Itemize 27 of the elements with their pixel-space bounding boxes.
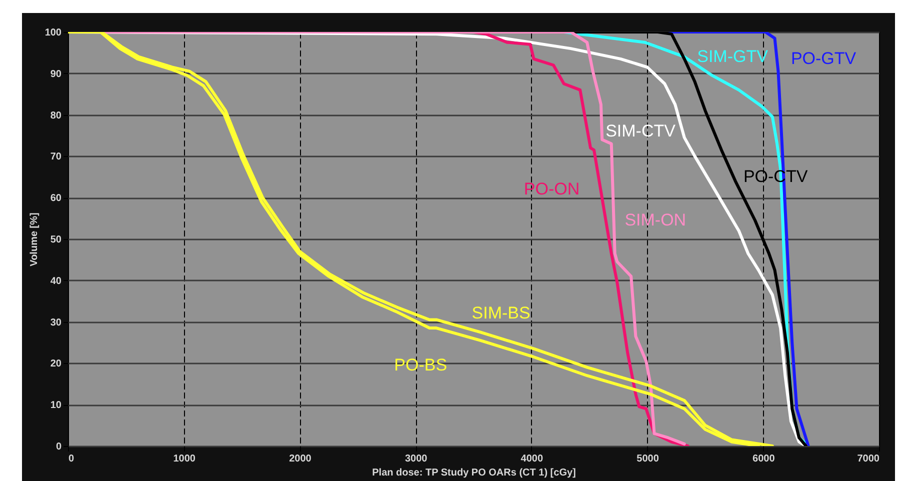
x-tick-label: 6000 <box>752 454 776 464</box>
y-tick-label: 40 <box>50 276 62 287</box>
series-label: SIM-CTV <box>606 121 676 140</box>
y-tick-label: 80 <box>50 110 62 122</box>
y-axis-title: Volume [%] <box>28 212 40 266</box>
x-axis-title: Plan dose: TP Study PO OARs (CT 1) [cGy] <box>372 468 576 478</box>
series-label: SIM-ON <box>624 210 686 230</box>
series-label: PO-GTV <box>790 48 857 68</box>
y-tick-label: 30 <box>50 317 62 328</box>
x-tick-label: 7000 <box>857 454 880 464</box>
x-tick-label: 0 <box>68 454 74 464</box>
y-tick-label: 70 <box>50 152 62 163</box>
x-tick-label: 3000 <box>404 454 428 464</box>
y-tick-label: 100 <box>44 28 62 38</box>
series-label: SIM-GTV <box>697 46 769 66</box>
x-tick-label: 1000 <box>173 454 196 464</box>
y-tick-label: 90 <box>50 68 62 80</box>
y-tick-label: 20 <box>50 358 62 370</box>
y-tick-label: 0 <box>56 442 62 452</box>
y-tick-label: 10 <box>50 400 62 412</box>
x-tick-label: 5000 <box>636 454 660 464</box>
series-label: SIM-BS <box>472 304 530 323</box>
x-tick-label: 2000 <box>289 454 312 464</box>
series-label: PO-ON <box>524 179 580 198</box>
y-tick-label: 50 <box>50 234 62 246</box>
x-tick-label: 4000 <box>520 454 544 464</box>
y-tick-label: 60 <box>50 193 62 204</box>
